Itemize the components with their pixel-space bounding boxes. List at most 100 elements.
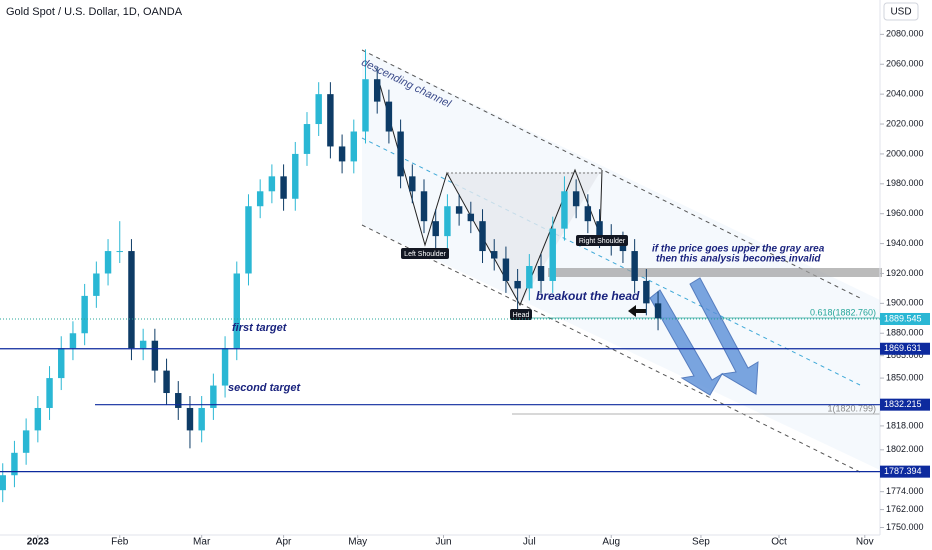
candle-body <box>268 176 276 192</box>
candle-body <box>116 251 123 253</box>
price-level-box <box>880 342 930 355</box>
candle-body <box>444 206 451 237</box>
candle-body <box>467 213 475 222</box>
candle-body <box>362 79 369 132</box>
candle-body <box>327 94 334 147</box>
annotation: 1(1820.799) <box>827 403 876 413</box>
y-tick-label: 1980.000 <box>886 178 924 188</box>
y-tick-label: 2060.000 <box>886 59 924 69</box>
candle-body <box>654 303 662 319</box>
y-tick-label: 1865.000 <box>886 350 924 360</box>
candle-body <box>163 370 170 394</box>
candle-body <box>93 273 100 296</box>
candle-body <box>186 407 194 431</box>
candle-body <box>643 280 650 304</box>
arrow-small <box>628 305 646 317</box>
last-price-box <box>880 312 930 325</box>
candle-body <box>338 146 346 162</box>
candle-body <box>420 191 428 222</box>
x-tick-label: Nov <box>856 537 874 548</box>
annotation: Right Shoulder <box>579 238 626 245</box>
candle-body <box>350 131 358 162</box>
candle-body <box>292 153 299 199</box>
y-tick-label: 1802.000 <box>886 444 924 454</box>
x-tick-label: May <box>348 537 367 548</box>
candle-body <box>139 340 147 349</box>
candle-body <box>233 273 240 349</box>
y-tick-label: 1762.000 <box>886 504 924 514</box>
x-tick-label: Oct <box>771 537 787 548</box>
annotation: if the price goes upper the gray area <box>652 244 825 255</box>
price-level-label: 1832.215 <box>884 399 922 409</box>
candle-body <box>409 176 416 192</box>
x-tick-label: Sep <box>692 537 710 548</box>
x-tick-label: Aug <box>602 537 620 548</box>
candle-body <box>385 101 393 132</box>
candle-body <box>303 124 311 154</box>
annotation: then this analysis becomes invalid <box>656 254 821 265</box>
candle-body <box>280 176 287 199</box>
candle-body <box>502 258 510 281</box>
candle-body <box>0 475 6 491</box>
y-tick-label: 1880.000 <box>886 328 924 338</box>
annotation: 0.618(1882.760) <box>810 307 876 317</box>
price-level-label: 1869.631 <box>884 343 922 353</box>
candle-body <box>198 407 205 431</box>
candle-body <box>397 131 404 177</box>
candle-body <box>572 191 580 207</box>
x-tick-label: Jun <box>435 537 451 548</box>
candle-body <box>315 94 322 125</box>
last-price-label: 1889.545 <box>884 313 922 323</box>
gray-area <box>548 268 882 277</box>
price-level-box <box>880 465 930 478</box>
price-level-box <box>880 398 930 411</box>
y-tick-label: 1750.000 <box>886 522 924 532</box>
candle-body <box>479 221 486 252</box>
x-tick-label: Jul <box>523 537 536 548</box>
candle-body <box>34 407 42 431</box>
annotation: Head <box>513 312 530 319</box>
candle-body <box>221 348 229 386</box>
y-tick-label: 1818.000 <box>886 420 924 430</box>
x-tick-label: Apr <box>276 537 292 548</box>
candle-body <box>514 280 521 289</box>
y-tick-label: 2080.000 <box>886 29 924 39</box>
candle-body <box>46 378 53 408</box>
channel-fill <box>362 50 880 470</box>
price-level-label: 1787.394 <box>884 466 922 476</box>
candle-body <box>245 206 252 274</box>
candle-body <box>584 206 592 222</box>
y-tick-label: 1920.000 <box>886 268 924 278</box>
currency: USD <box>890 7 911 18</box>
currency-box[interactable] <box>883 2 919 21</box>
candle-body <box>22 430 30 453</box>
annotation: Left Shoulder <box>404 251 446 258</box>
candle-body <box>491 251 498 259</box>
candle-body <box>549 228 556 281</box>
candle-body <box>432 221 439 237</box>
y-tick-label: 1960.000 <box>886 208 924 218</box>
y-tick-label: 2000.000 <box>886 148 924 158</box>
candle-body <box>596 221 603 237</box>
annotation: second target <box>228 382 301 394</box>
y-tick-label: 1850.000 <box>886 372 924 382</box>
candle-body <box>151 340 159 371</box>
candle-body <box>373 79 381 102</box>
candle-body <box>175 393 182 408</box>
x-tick-label: Feb <box>111 537 129 548</box>
label-box <box>510 309 532 320</box>
annotation: breakout the head <box>536 289 640 303</box>
x-tick-label: Mar <box>193 537 211 548</box>
y-tick-label: 1774.000 <box>886 486 924 496</box>
candle-body <box>526 266 533 289</box>
candle-body <box>11 452 18 476</box>
candle-body <box>455 206 463 214</box>
arrow <box>689 277 759 395</box>
x-tick-label: 2023 <box>27 537 50 548</box>
candle-body <box>104 251 112 274</box>
candle-body <box>69 333 77 349</box>
candle-body <box>58 348 65 379</box>
y-tick-label: 2040.000 <box>886 89 924 99</box>
candle-body <box>210 385 217 408</box>
